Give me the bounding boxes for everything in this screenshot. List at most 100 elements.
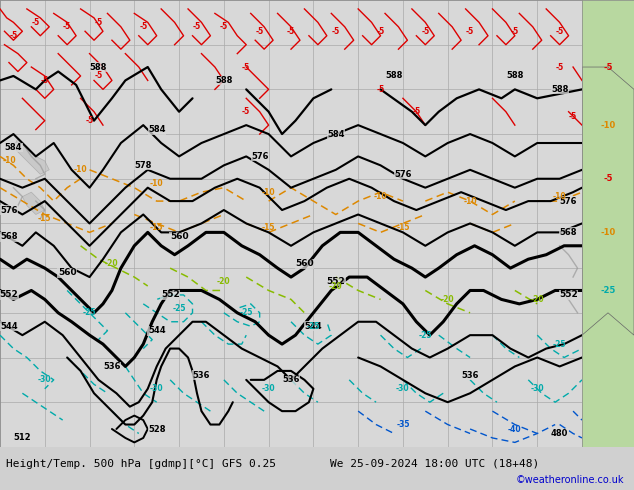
Text: 536: 536 — [282, 375, 300, 384]
Text: ©weatheronline.co.uk: ©weatheronline.co.uk — [516, 475, 624, 485]
Text: 170W: 170W — [148, 454, 165, 459]
Text: 10E: 10E — [16, 454, 28, 459]
Text: 160W: 160W — [169, 455, 190, 461]
Text: 576: 576 — [0, 205, 18, 215]
Text: -5: -5 — [604, 174, 612, 183]
Text: 90W: 90W — [484, 455, 500, 461]
Text: 560: 560 — [58, 268, 77, 277]
Text: 120W: 120W — [348, 455, 368, 461]
Text: -15: -15 — [396, 223, 410, 232]
Text: -5: -5 — [86, 116, 94, 125]
Text: -10: -10 — [2, 156, 16, 166]
Text: -5: -5 — [377, 85, 385, 94]
Text: -20: -20 — [217, 277, 231, 286]
Text: -35: -35 — [396, 420, 410, 429]
Text: 130W: 130W — [303, 455, 323, 461]
Text: 80W: 80W — [553, 454, 567, 459]
Text: -5: -5 — [332, 27, 340, 36]
Text: 10E: 10E — [0, 455, 7, 461]
Text: -5: -5 — [421, 27, 429, 36]
Text: -5: -5 — [63, 23, 71, 31]
Text: -25: -25 — [553, 340, 566, 348]
Text: 588: 588 — [90, 63, 107, 72]
Text: -10: -10 — [74, 165, 87, 174]
Text: 576: 576 — [560, 196, 578, 206]
Text: 536: 536 — [193, 371, 210, 380]
Text: -25: -25 — [83, 308, 96, 318]
Text: 150W: 150W — [214, 455, 234, 461]
Text: 536: 536 — [103, 362, 120, 371]
Text: -5: -5 — [193, 23, 201, 31]
Text: -25: -25 — [418, 331, 432, 340]
Text: -5: -5 — [32, 18, 40, 27]
Text: -5: -5 — [412, 107, 420, 116]
Text: -10: -10 — [262, 188, 275, 196]
Text: 536: 536 — [462, 371, 479, 380]
Text: 560: 560 — [295, 259, 314, 268]
Text: -25: -25 — [240, 308, 253, 318]
Text: 170E: 170E — [60, 454, 75, 459]
Text: -30: -30 — [262, 384, 275, 393]
Text: 544: 544 — [148, 326, 165, 335]
Text: 528: 528 — [148, 424, 165, 434]
Text: 80W: 80W — [529, 455, 545, 461]
Text: -30: -30 — [150, 384, 164, 393]
Text: -30: -30 — [38, 375, 51, 384]
Text: -10: -10 — [373, 192, 387, 201]
Text: -25: -25 — [172, 304, 186, 313]
Text: -5: -5 — [94, 72, 103, 80]
Text: -30: -30 — [531, 384, 544, 393]
Text: -5: -5 — [604, 63, 612, 72]
Text: -30: -30 — [396, 384, 410, 393]
Text: 544: 544 — [304, 322, 322, 331]
Text: 170W: 170W — [124, 455, 145, 461]
Text: -5: -5 — [139, 23, 147, 31]
Text: 160W: 160W — [193, 454, 210, 459]
Text: 588: 588 — [551, 85, 568, 94]
Text: -5: -5 — [220, 23, 228, 31]
Text: 110W: 110W — [392, 455, 413, 461]
Text: 140W: 140W — [282, 454, 300, 459]
Text: -5: -5 — [377, 27, 385, 36]
Text: -20: -20 — [329, 281, 342, 291]
Text: -20: -20 — [531, 295, 544, 304]
Text: 552: 552 — [0, 291, 18, 299]
Text: 120W: 120W — [372, 454, 389, 459]
Polygon shape — [13, 139, 49, 174]
Text: 584: 584 — [4, 143, 22, 152]
Text: -5: -5 — [466, 27, 474, 36]
Text: -25: -25 — [600, 286, 616, 295]
Text: -5: -5 — [94, 18, 103, 27]
Text: 180: 180 — [106, 454, 118, 459]
Text: -15: -15 — [262, 223, 275, 232]
Text: 140W: 140W — [259, 455, 279, 461]
Text: -40: -40 — [508, 424, 522, 434]
Text: 100W: 100W — [461, 454, 479, 459]
Text: -10: -10 — [600, 121, 616, 130]
Text: 568: 568 — [0, 232, 18, 242]
Text: -10: -10 — [553, 192, 566, 201]
Text: -5: -5 — [41, 76, 49, 85]
Text: -5: -5 — [256, 27, 264, 36]
Text: 584: 584 — [327, 129, 344, 139]
Text: 480: 480 — [551, 429, 568, 438]
Text: 170E: 170E — [36, 455, 54, 461]
Text: 150W: 150W — [237, 454, 255, 459]
Text: -10: -10 — [150, 179, 164, 188]
Text: -5: -5 — [555, 63, 564, 72]
Text: 588: 588 — [215, 76, 233, 85]
Text: -15: -15 — [150, 223, 164, 232]
Text: -5: -5 — [242, 63, 250, 72]
Text: 130W: 130W — [327, 454, 345, 459]
Text: -5: -5 — [511, 27, 519, 36]
Text: -20: -20 — [105, 259, 119, 268]
Text: We 25-09-2024 18:00 UTC (18+48): We 25-09-2024 18:00 UTC (18+48) — [330, 459, 539, 469]
Text: 544: 544 — [0, 322, 18, 331]
Text: 576: 576 — [251, 152, 268, 161]
Text: Height/Temp. 500 hPa [gdmp][°C] GFS 0.25: Height/Temp. 500 hPa [gdmp][°C] GFS 0.25 — [6, 459, 276, 469]
Polygon shape — [582, 67, 634, 335]
Text: -5: -5 — [569, 112, 577, 121]
Text: 578: 578 — [134, 161, 152, 170]
Text: -15: -15 — [38, 215, 51, 223]
Text: 588: 588 — [506, 72, 524, 80]
